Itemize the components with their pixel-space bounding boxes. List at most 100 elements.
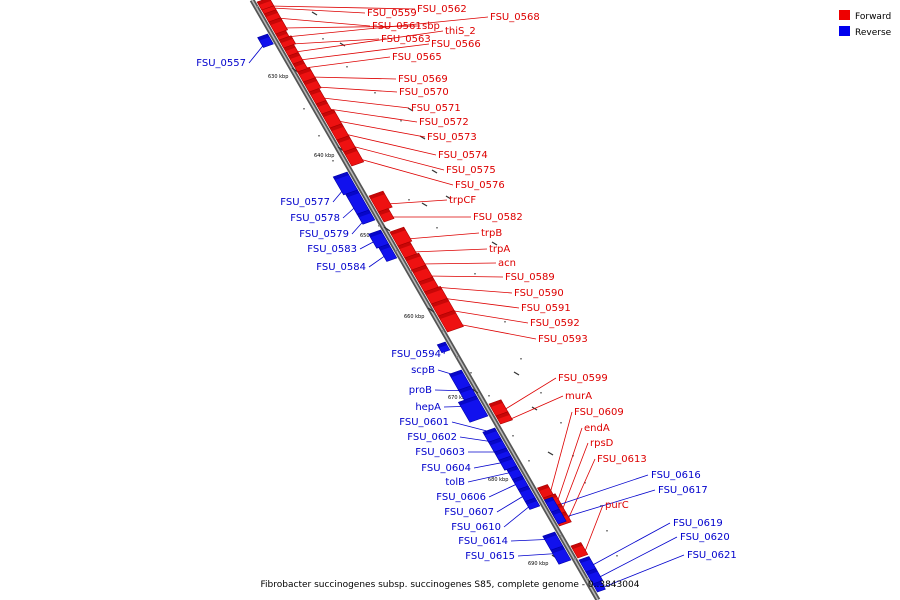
gene-label-fsu-0562[interactable]: FSU_0562 — [417, 4, 467, 15]
gene-label-trpa[interactable]: trpA — [489, 244, 510, 255]
gene-label-this-2[interactable]: thiS_2 — [445, 26, 476, 37]
gene-label-fsu-0565[interactable]: FSU_0565 — [392, 52, 442, 63]
gene-label-trpcf[interactable]: trpCF — [449, 195, 476, 206]
track-dot — [322, 38, 324, 40]
leader-fsu-0592 — [448, 309, 529, 324]
gene-label-enda[interactable]: endA — [584, 423, 610, 434]
gene-label-fsu-0621[interactable]: FSU_0621 — [687, 550, 737, 561]
gene-acn-top — [404, 253, 421, 261]
gene-label-fsu-0559[interactable]: FSU_0559 — [367, 8, 417, 19]
gene-glyphs — [256, 0, 606, 593]
gene-label-fsu-0617[interactable]: FSU_0617 — [658, 485, 708, 496]
track-dot — [410, 270, 412, 272]
leader-fsu-0559 — [272, 7, 366, 14]
gene-fsu-0579-top — [357, 210, 372, 218]
gene-fsu-0563-top — [279, 35, 294, 43]
gene-label-fsu-0584[interactable]: FSU_0584 — [316, 262, 366, 273]
gene-label-fsu-0601[interactable]: FSU_0601 — [399, 417, 449, 428]
gene-fsu-0578-top — [345, 190, 360, 198]
gene-label-fsu-0579[interactable]: FSU_0579 — [299, 229, 349, 240]
gene-label-fsu-0603[interactable]: FSU_0603 — [415, 447, 465, 458]
gene-label-fsu-0607[interactable]: FSU_0607 — [444, 507, 494, 518]
gene-label-fsu-0574[interactable]: FSU_0574 — [438, 150, 488, 161]
track-dot — [470, 372, 472, 374]
gene-label-fsu-0573[interactable]: FSU_0573 — [427, 132, 477, 143]
gene-label-trpb[interactable]: trpB — [481, 228, 502, 239]
gene-fsu-0617-top — [551, 509, 562, 515]
gene-label-tolb[interactable]: tolB — [445, 477, 465, 488]
leader-rpsd — [561, 442, 589, 513]
gene-fsu-0621-top — [592, 581, 603, 587]
gene-label-fsu-0590[interactable]: FSU_0590 — [514, 288, 564, 299]
gene-label-fsu-0566[interactable]: FSU_0566 — [431, 39, 481, 50]
gene-label-fsu-0569[interactable]: FSU_0569 — [398, 74, 448, 85]
gene-label-fsu-0604[interactable]: FSU_0604 — [421, 463, 471, 474]
gene-label-fsu-0619[interactable]: FSU_0619 — [673, 518, 723, 529]
gene-label-fsu-0613[interactable]: FSU_0613 — [597, 454, 647, 465]
gene-label-fsu-0582[interactable]: FSU_0582 — [473, 212, 523, 223]
gene-label-fsu-0576[interactable]: FSU_0576 — [455, 180, 505, 191]
gene-label-fsu-0571[interactable]: FSU_0571 — [411, 103, 461, 114]
track-dot — [560, 535, 562, 537]
gene-label-fsu-0578[interactable]: FSU_0578 — [290, 213, 340, 224]
gene-fsu-0576-top — [343, 147, 358, 155]
gene-label-fsu-0620[interactable]: FSU_0620 — [680, 532, 730, 543]
gene-label-fsu-0616[interactable]: FSU_0616 — [651, 470, 701, 481]
gene-label-fsu-0594[interactable]: FSU_0594 — [391, 349, 441, 360]
legend: Forward Reverse — [839, 10, 892, 38]
leader-fsu-0566 — [299, 43, 430, 61]
gene-label-fsu-0610[interactable]: FSU_0610 — [451, 522, 501, 533]
gene-label-fsu-0609[interactable]: FSU_0609 — [574, 407, 624, 418]
gene-label-fsu-0615[interactable]: FSU_0615 — [465, 551, 515, 562]
gene-label-fsu-0570[interactable]: FSU_0570 — [399, 87, 449, 98]
gene-label-prob[interactable]: proB — [409, 385, 432, 396]
gene-label-purc[interactable]: purC — [605, 500, 629, 511]
gene-label-mura[interactable]: murA — [565, 391, 592, 402]
leader-fsu-0561 — [276, 17, 371, 27]
gene-fsu-0606-top — [512, 476, 525, 483]
track-tick — [491, 241, 498, 246]
gene-label-fsu-0614[interactable]: FSU_0614 — [458, 536, 508, 547]
gene-label-fsu-0557[interactable]: FSU_0557 — [196, 58, 246, 69]
leader-fsu-0591 — [441, 297, 520, 309]
scale-tick — [383, 226, 391, 232]
gene-label-acn[interactable]: acn — [498, 258, 516, 269]
gene-label-scpb[interactable]: scpB — [411, 365, 435, 376]
leader-fsu-0571 — [322, 97, 410, 109]
gene-label-fsu-0606[interactable]: FSU_0606 — [436, 492, 486, 503]
track-dot — [540, 392, 542, 394]
gene-label-fsu-0589[interactable]: FSU_0589 — [505, 272, 555, 283]
gene-label-fsu-0599[interactable]: FSU_0599 — [558, 373, 608, 384]
leader-fsu-0613 — [566, 458, 596, 522]
gene-label-fsu-0563[interactable]: FSU_0563 — [381, 34, 431, 45]
leader-fsu-0589 — [427, 275, 504, 278]
track-dot — [256, 6, 258, 8]
gene-label-rpsd[interactable]: rpsD — [590, 438, 614, 449]
gene-label-sbp[interactable]: sbp — [422, 21, 440, 32]
gene-label-fsu-0577[interactable]: FSU_0577 — [280, 197, 330, 208]
track-dot — [586, 578, 588, 580]
scale-label-690-kbp: 690 kbp — [528, 561, 548, 567]
leader-trpcf — [387, 199, 448, 205]
gene-label-fsu-0561[interactable]: FSU_0561 — [372, 21, 422, 32]
gene-fsu-0577-top — [333, 172, 350, 180]
gene-label-fsu-0572[interactable]: FSU_0572 — [419, 117, 469, 128]
gene-label-fsu-0602[interactable]: FSU_0602 — [407, 432, 457, 443]
gene-fsu-0573-top — [321, 109, 336, 117]
leader-fsu-0599 — [503, 377, 557, 411]
gene-label-fsu-0575[interactable]: FSU_0575 — [446, 165, 496, 176]
track-dot — [408, 199, 410, 201]
leader-fsu-0609 — [549, 411, 573, 494]
gene-label-fsu-0591[interactable]: FSU_0591 — [521, 303, 571, 314]
gene-label-fsu-0568[interactable]: FSU_0568 — [490, 12, 540, 23]
track-dot — [504, 321, 506, 323]
leader-trpa — [412, 248, 488, 253]
leader-enda — [556, 427, 583, 504]
gene-label-fsu-0593[interactable]: FSU_0593 — [538, 334, 588, 345]
gene-fsu-0594-top — [437, 342, 448, 348]
gene-fsu-0619-top — [578, 556, 591, 563]
gene-label-fsu-0583[interactable]: FSU_0583 — [307, 244, 357, 255]
leader-fsu-0576 — [359, 158, 454, 186]
gene-label-hepa[interactable]: hepA — [415, 402, 441, 413]
gene-label-fsu-0592[interactable]: FSU_0592 — [530, 318, 580, 329]
